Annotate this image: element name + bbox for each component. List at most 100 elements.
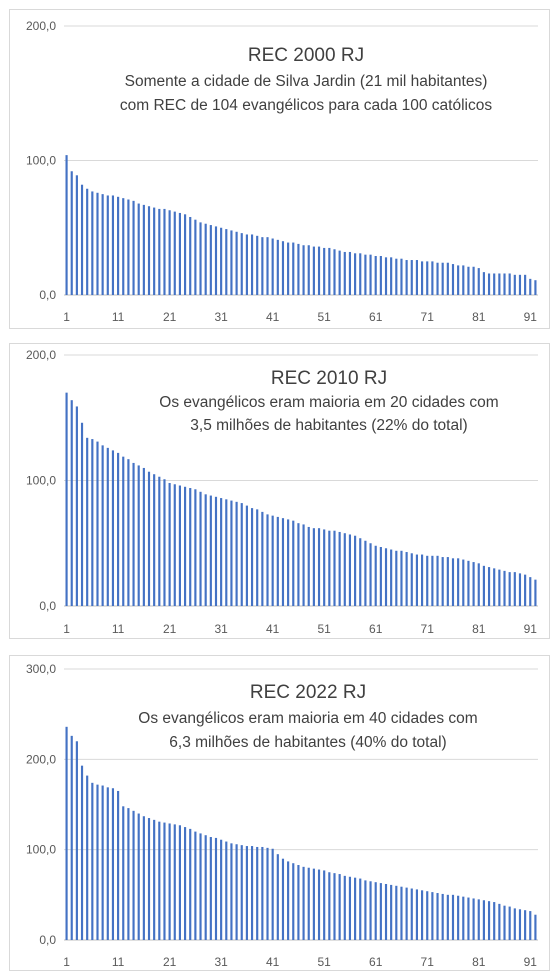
x-tick-label: 1 <box>63 622 70 636</box>
bar <box>271 515 274 606</box>
bar <box>312 868 315 940</box>
bar <box>390 257 393 295</box>
bar <box>281 858 285 940</box>
bar <box>153 207 156 295</box>
bar <box>446 557 449 606</box>
bar <box>147 471 151 606</box>
bar <box>65 155 68 295</box>
bar <box>245 234 248 295</box>
bar <box>302 245 305 295</box>
bar <box>235 231 238 295</box>
bar <box>431 892 434 940</box>
bar <box>374 256 377 295</box>
bar <box>158 208 161 295</box>
x-tick-label: 11 <box>112 310 125 324</box>
bar <box>493 568 496 606</box>
y-tick-label: 100,0 <box>26 154 56 168</box>
bar <box>508 273 511 295</box>
bar <box>369 543 372 606</box>
bar <box>220 227 223 295</box>
bar <box>276 239 279 295</box>
bar <box>245 505 248 606</box>
bar <box>106 195 109 295</box>
bar <box>101 194 104 296</box>
bar <box>317 869 321 940</box>
chart-svg-2010: REC 2010 RJ Os evangélicos eram maioria … <box>26 348 538 636</box>
bar <box>534 914 537 940</box>
bar <box>230 230 233 295</box>
bar <box>225 499 228 606</box>
bar <box>96 441 99 606</box>
chart-svg-2022: REC 2022 RJ Os evangélicos eram maioria … <box>26 662 538 969</box>
bar <box>364 880 367 940</box>
bar <box>472 562 475 606</box>
bar <box>183 827 187 940</box>
bar <box>369 881 372 940</box>
bar <box>477 563 480 606</box>
bar <box>199 491 202 606</box>
bar <box>338 250 341 295</box>
bar <box>513 274 516 295</box>
bar <box>312 246 315 295</box>
bar <box>477 268 480 295</box>
bar <box>343 533 346 606</box>
bar <box>364 540 367 606</box>
bar <box>420 890 424 940</box>
bar <box>518 909 522 940</box>
bar <box>261 511 264 607</box>
bar <box>390 884 393 940</box>
bar <box>317 528 321 606</box>
bar <box>354 253 357 295</box>
bar <box>281 518 285 606</box>
bar <box>482 565 485 606</box>
bar <box>147 206 151 295</box>
bar <box>451 264 455 295</box>
bar <box>209 225 212 295</box>
bar <box>400 258 403 295</box>
bar <box>225 841 228 940</box>
bar <box>153 474 156 606</box>
bar <box>420 554 424 606</box>
x-tick-label: 21 <box>163 310 177 324</box>
bar <box>529 278 532 295</box>
bar <box>153 819 156 940</box>
x-tick-label: 11 <box>112 622 125 636</box>
bar <box>534 579 537 606</box>
bar <box>142 816 145 940</box>
chart-title: REC 2010 RJ <box>271 368 387 389</box>
bar <box>183 486 187 606</box>
bar <box>189 216 192 295</box>
bar <box>75 175 78 295</box>
bar <box>111 450 115 606</box>
bar <box>410 553 413 606</box>
bar <box>348 251 352 295</box>
bar <box>467 560 470 606</box>
bar <box>415 260 418 295</box>
bar <box>498 273 501 295</box>
bar <box>266 847 269 940</box>
bar <box>446 262 449 295</box>
x-tick-label: 21 <box>163 622 177 636</box>
bar <box>142 467 145 606</box>
bar <box>281 241 285 295</box>
bar <box>333 873 336 940</box>
bar <box>70 171 73 295</box>
bar <box>256 235 259 295</box>
bar <box>498 903 501 940</box>
x-tick-label: 81 <box>472 310 486 324</box>
bar <box>240 233 243 295</box>
bar <box>436 262 439 295</box>
bar <box>328 247 331 295</box>
bar <box>230 843 233 940</box>
bar <box>70 735 73 940</box>
x-tick-label: 91 <box>524 955 538 969</box>
bar <box>379 883 382 940</box>
chart-subtitle-line-1: Os evangélicos eram maioria em 40 cidade… <box>138 710 477 727</box>
bar <box>307 867 310 940</box>
y-tick-label: 0,0 <box>39 288 56 302</box>
bar <box>122 198 125 295</box>
bar <box>534 280 537 295</box>
chart-svg-2000: REC 2000 RJ Somente a cidade de Silva Ja… <box>26 19 538 324</box>
bar <box>101 785 104 940</box>
bar <box>199 833 202 940</box>
